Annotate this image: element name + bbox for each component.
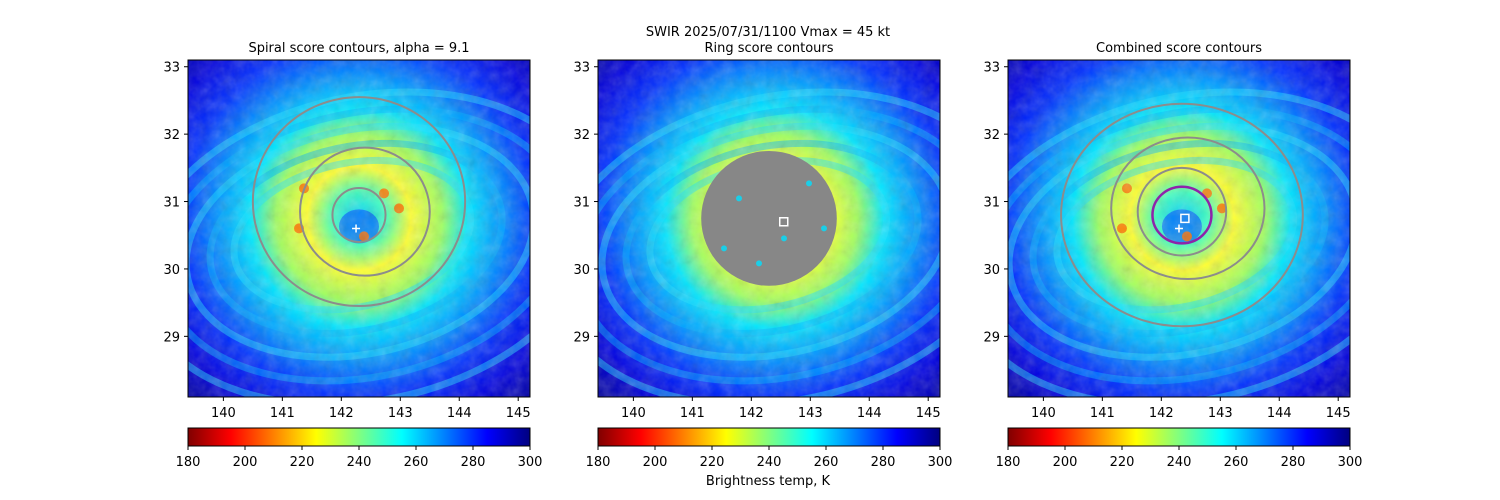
y-tick-label: 32: [163, 128, 180, 143]
x-tick-label: 142: [1149, 406, 1174, 421]
x-tick-label: 140: [621, 406, 646, 421]
colorbar-tick-label: 180: [996, 455, 1021, 470]
y-tick-label: 29: [573, 330, 590, 345]
colorbar: [597, 427, 941, 447]
x-tick-label: 143: [388, 406, 413, 421]
y-tick-label: 30: [983, 263, 1000, 278]
colorbar-tick-label: 220: [700, 455, 725, 470]
score-contour-2: [299, 146, 431, 277]
y-tick-label: 29: [983, 330, 1000, 345]
colorbar-tick-label: 300: [928, 455, 953, 470]
panel-1: Spiral score contours, alpha = 9.1 140 141…: [163, 41, 543, 470]
colorbar-tick-label: 180: [176, 455, 201, 470]
x-tick-label: 145: [506, 406, 531, 421]
y-tick-label: 30: [163, 263, 180, 278]
y-tick-label: 31: [573, 196, 590, 211]
panel-3: Combined score contours 140 141 142 143 144 14…: [983, 41, 1363, 470]
x-tick-label: 142: [739, 406, 764, 421]
best-track-marker: [1175, 224, 1183, 233]
colorbar-tick-label: 220: [1110, 455, 1135, 470]
ring-region-speckle: [721, 245, 727, 252]
panel-title: Spiral score contours, alpha = 9.1: [248, 41, 469, 56]
panel-title: Ring score contours: [704, 41, 833, 56]
colorbar-tick-label: 300: [1338, 455, 1363, 470]
combined-best-ring: [1151, 185, 1213, 245]
axes-frame: [187, 59, 531, 398]
colorbar-tick-label: 240: [757, 455, 782, 470]
colorbar-tick-label: 260: [404, 455, 429, 470]
colorbar-tick-label: 280: [1281, 455, 1306, 470]
panel-title: Combined score contours: [1096, 41, 1262, 56]
ring-score-region: [701, 150, 837, 286]
panel-2: Ring score contours 140 141 142 143 144 145 29 3…: [573, 41, 953, 470]
x-tick-label: 145: [916, 406, 941, 421]
colorbar-tick-label: 300: [518, 455, 543, 470]
x-tick-label: 143: [1208, 406, 1233, 421]
colorbar-tick-label: 240: [347, 455, 372, 470]
colorbar-tick-label: 240: [1167, 455, 1192, 470]
y-tick-label: 33: [983, 61, 1000, 76]
y-tick-label: 33: [163, 61, 180, 76]
panels: Spiral score contours, alpha = 9.1 140 141…: [163, 41, 1363, 470]
colorbar-tick-label: 280: [461, 455, 486, 470]
y-tick-label: 31: [983, 196, 1000, 211]
score-contour-3: [251, 96, 467, 308]
x-tick-label: 141: [1090, 406, 1115, 421]
x-tick-label: 145: [1326, 406, 1351, 421]
score-contour-3: [1060, 102, 1304, 328]
brightness-image: [1008, 60, 1350, 397]
y-tick-label: 31: [163, 196, 180, 211]
colorbar-tick-label: 180: [586, 455, 611, 470]
colorbar-tick-label: 220: [290, 455, 315, 470]
y-tick-label: 29: [163, 330, 180, 345]
brightness-image: [598, 60, 940, 397]
y-tick-label: 32: [573, 128, 590, 143]
y-tick-label: 30: [573, 263, 590, 278]
x-tick-label: 143: [798, 406, 823, 421]
x-tick-label: 141: [270, 406, 295, 421]
score-center-marker: [1180, 213, 1190, 224]
score-contour-2: [1110, 136, 1266, 281]
x-tick-label: 144: [447, 406, 472, 421]
y-tick-label: 32: [983, 128, 1000, 143]
score-contour-1: [1136, 166, 1228, 257]
y-tick-label: 33: [573, 61, 590, 76]
brightness-image: [188, 60, 530, 397]
colorbar-tick-label: 280: [871, 455, 896, 470]
x-tick-label: 142: [329, 406, 354, 421]
colorbar: [1007, 427, 1351, 447]
colorbar-tick-label: 200: [643, 455, 668, 470]
colorbar-tick-label: 260: [1224, 455, 1249, 470]
x-tick-label: 144: [857, 406, 882, 421]
ring-region-speckle: [756, 260, 762, 267]
x-tick-label: 140: [211, 406, 236, 421]
ring-region-speckle: [821, 225, 827, 232]
score-center-marker: [778, 217, 789, 227]
axes-frame: [597, 59, 941, 398]
figure-suptitle: SWIR 2025/07/31/1100 Vmax = 45 kt: [646, 25, 890, 40]
ring-region-speckle: [781, 235, 787, 242]
colorbar-tick-label: 200: [1053, 455, 1078, 470]
x-tick-label: 144: [1267, 406, 1292, 421]
ring-region-speckle: [806, 180, 812, 187]
x-tick-label: 141: [680, 406, 705, 421]
colorbar-tick-label: 200: [233, 455, 258, 470]
colorbar-label: Brightness temp, K: [706, 474, 831, 489]
axes-frame: [1007, 59, 1351, 398]
colorbar-tick-label: 260: [814, 455, 839, 470]
colorbar: [187, 427, 531, 447]
best-track-marker: [352, 224, 361, 233]
score-contour-1: [331, 187, 387, 243]
ring-region-speckle: [736, 195, 742, 202]
x-tick-label: 140: [1031, 406, 1056, 421]
